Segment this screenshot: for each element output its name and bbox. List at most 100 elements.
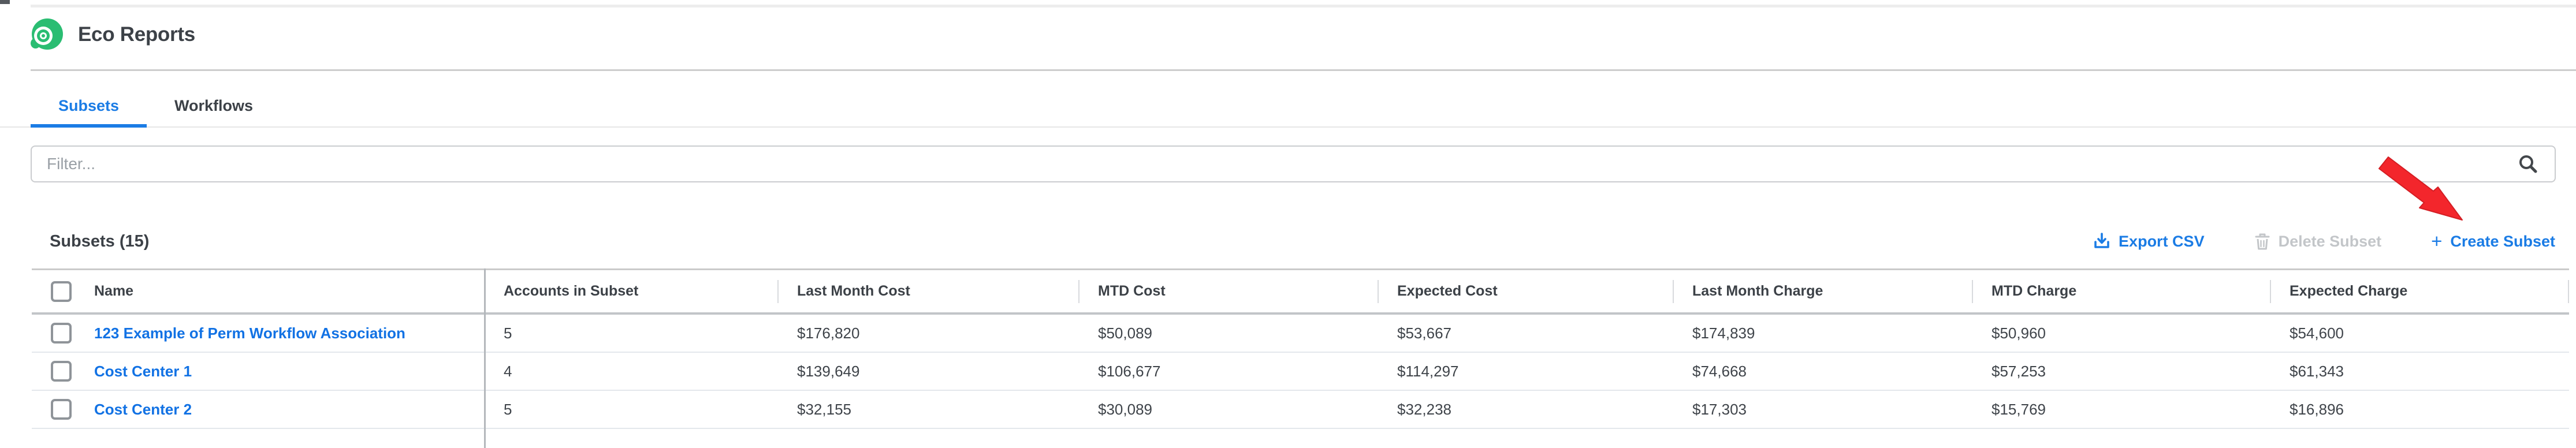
tab-subsets[interactable]: Subsets (31, 85, 147, 128)
export-csv-button[interactable]: Export CSV (2093, 232, 2205, 251)
cell-mtd_cost: $50,089 (1078, 315, 1378, 352)
select-all-checkbox[interactable] (51, 281, 72, 302)
column-header-label: Name (94, 283, 134, 299)
table-row: Cost Center 1 4 $139,649 $106,677 $114,297 $7… (32, 353, 2569, 391)
row-checkbox[interactable] (51, 361, 72, 382)
name-column-divider (484, 268, 486, 448)
cell-accounts: 5 (484, 391, 777, 428)
cell-value: 5 (504, 324, 512, 342)
cell-last_month_charge: $74,668 (1673, 353, 1972, 390)
action-buttons: Export CSV Delete Subset + Create Subset (2093, 232, 2555, 251)
cell-value: $139,649 (797, 362, 860, 380)
cell-value: $74,668 (1692, 362, 1747, 380)
row-checkbox[interactable] (51, 323, 72, 344)
column-header-label: Expected Cost (1397, 283, 1498, 299)
cell-value: 5 (504, 400, 512, 418)
plus-icon: + (2431, 230, 2443, 252)
column-header-label: Expected Charge (2290, 283, 2408, 299)
cell-expected_cost: $32,238 (1378, 391, 1673, 428)
column-divider (777, 279, 779, 303)
column-header-label: Last Month Cost (797, 283, 910, 299)
cell-value: $106,677 (1098, 362, 1161, 380)
cell-value: $32,155 (797, 400, 851, 418)
column-divider (1972, 279, 1973, 303)
tab-bar: Subsets Workflows (0, 85, 2576, 128)
cell-name: 123 Example of Perm Workflow Association (32, 315, 484, 352)
cell-expected_charge: $54,600 (2270, 315, 2569, 352)
section-header: Subsets (15) Export CSV Delete Subset + … (0, 225, 2576, 257)
cell-accounts: 5 (484, 315, 777, 352)
header-divider (31, 69, 2576, 71)
filter-container (31, 145, 2556, 182)
tab-label: Subsets (58, 97, 120, 114)
cell-value: $30,089 (1098, 400, 1152, 418)
column-header-mtd_charge: MTD Charge (1972, 270, 2270, 312)
subset-name-link[interactable]: 123 Example of Perm Workflow Association (94, 324, 405, 342)
create-subset-button[interactable]: + Create Subset (2431, 232, 2555, 251)
column-header-last_month_charge: Last Month Charge (1673, 270, 1972, 312)
column-header-expected_charge: Expected Charge (2270, 270, 2569, 312)
cell-value: $176,820 (797, 324, 860, 342)
column-divider (1378, 279, 1379, 303)
cell-mtd_cost: $106,677 (1078, 353, 1378, 390)
screenshot-corner-artifact (0, 0, 10, 4)
trash-icon (2255, 233, 2270, 250)
export-csv-label: Export CSV (2119, 232, 2205, 250)
delete-subset-button[interactable]: Delete Subset (2254, 232, 2382, 251)
column-divider (2568, 279, 2569, 303)
column-header-label: MTD Cost (1098, 283, 1166, 299)
cell-expected_cost: $53,667 (1378, 315, 1673, 352)
column-header-label: Accounts in Subset (504, 283, 639, 299)
filter-input[interactable] (31, 145, 2556, 182)
create-subset-label: Create Subset (2450, 232, 2555, 250)
app-header: Eco Reports (31, 17, 195, 52)
column-divider (1078, 279, 1079, 303)
cell-expected_cost: $114,297 (1378, 353, 1673, 390)
active-tab-underline (31, 124, 147, 128)
delete-subset-label: Delete Subset (2278, 232, 2382, 250)
cell-value: $32,238 (1397, 400, 1451, 418)
cell-value: $54,600 (2290, 324, 2344, 342)
cell-value: $114,297 (1397, 362, 1459, 380)
cell-mtd_charge: $50,960 (1972, 315, 2270, 352)
cell-expected_charge: $61,343 (2270, 353, 2569, 390)
column-divider (2270, 279, 2271, 303)
cell-accounts: 4 (484, 353, 777, 390)
table-header-row: Name Accounts in Subset Last Month Cost MTD… (32, 268, 2569, 315)
cell-value: $53,667 (1397, 324, 1451, 342)
cell-value: $50,960 (1991, 324, 2046, 342)
cell-last_month_charge: $174,839 (1673, 315, 1972, 352)
column-header-name: Name (32, 270, 484, 312)
page-title: Eco Reports (78, 23, 195, 46)
table-body: 123 Example of Perm Workflow Association… (32, 315, 2569, 429)
table-row: Cost Center 2 5 $32,155 $30,089 $32,238 $17,3… (32, 391, 2569, 429)
cell-value: $174,839 (1692, 324, 1755, 342)
tab-label: Workflows (174, 97, 254, 114)
cell-last_month_cost: $139,649 (777, 353, 1078, 390)
table-row: 123 Example of Perm Workflow Association… (32, 315, 2569, 353)
subset-name-link[interactable]: Cost Center 2 (94, 400, 192, 418)
cell-value: 4 (504, 362, 512, 380)
column-header-label: Last Month Charge (1692, 283, 1823, 299)
cell-value: $57,253 (1991, 362, 2046, 380)
tab-workflows[interactable]: Workflows (147, 85, 281, 126)
cell-last_month_cost: $32,155 (777, 391, 1078, 428)
download-icon (2094, 233, 2109, 248)
row-checkbox[interactable] (51, 399, 72, 420)
cell-expected_charge: $16,896 (2270, 391, 2569, 428)
column-header-label: MTD Charge (1991, 283, 2077, 299)
search-icon (2519, 155, 2537, 173)
column-header-last_month_cost: Last Month Cost (777, 270, 1078, 312)
subset-name-link[interactable]: Cost Center 1 (94, 362, 192, 380)
column-divider (1673, 279, 1674, 303)
cell-name: Cost Center 1 (32, 353, 484, 390)
cell-value: $15,769 (1991, 400, 2046, 418)
cell-value: $16,896 (2290, 400, 2344, 418)
top-edge-band (31, 5, 2576, 8)
cell-mtd_charge: $57,253 (1972, 353, 2270, 390)
cell-mtd_charge: $15,769 (1972, 391, 2270, 428)
section-title: Subsets (15) (50, 232, 150, 251)
cell-last_month_cost: $176,820 (777, 315, 1078, 352)
column-header-expected_cost: Expected Cost (1378, 270, 1673, 312)
cell-value: $50,089 (1098, 324, 1152, 342)
